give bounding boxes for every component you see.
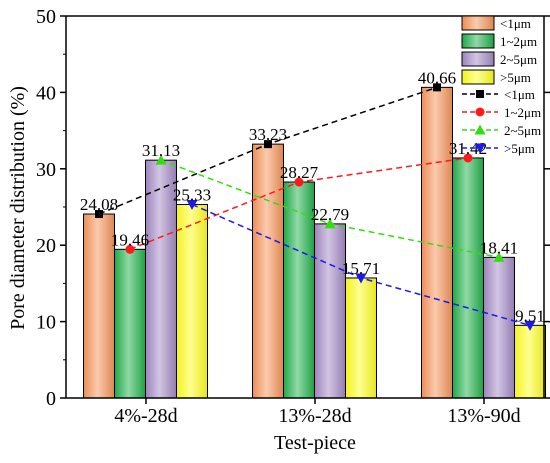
legend-swatch [461, 69, 495, 85]
data-label: 19.46 [111, 230, 149, 249]
bar [421, 86, 453, 399]
legend: <1μm 1~2μm 2~5μm >5μm <1μm 1~2μm 2~5μm >5μm [461, 15, 541, 156]
legend-swatch [461, 51, 495, 67]
point-marker [474, 124, 486, 135]
point-marker [475, 107, 485, 117]
legend-label: 2~5μm [500, 52, 537, 67]
bar [483, 256, 515, 399]
y-tick-label: 20 [36, 235, 56, 257]
data-label: 18.41 [480, 238, 518, 257]
point-marker [294, 177, 304, 187]
bar [345, 277, 377, 399]
bar [314, 223, 346, 399]
point-marker [95, 210, 103, 219]
y-axis-title: Pore diameter distribution (%) [7, 86, 29, 330]
data-labels-layer: 24.0833.2340.6619.4628.2731.4231.1322.79… [80, 68, 545, 325]
bar [176, 203, 208, 399]
point-marker [324, 218, 336, 229]
axes-layer: 0 10 20 30 40 50 4%-28d 13%-28d 13%-90d [36, 6, 550, 427]
y-tick-label: 10 [36, 312, 56, 334]
trend-lines-layer [95, 83, 536, 331]
point-marker [355, 273, 367, 284]
point-marker [476, 90, 484, 98]
point-marker [264, 140, 272, 149]
bar [452, 157, 484, 399]
data-label: 22.79 [311, 205, 349, 224]
point-marker [433, 83, 441, 92]
legend-swatch [461, 33, 495, 49]
data-label: 28.27 [280, 163, 319, 182]
y-tick-label: 50 [36, 6, 56, 28]
x-tick-label: 13%-90d [447, 405, 520, 427]
bar [514, 324, 546, 399]
data-label: 25.33 [173, 185, 211, 204]
data-label: 24.08 [80, 195, 118, 214]
x-tick-label: 13%-28d [278, 405, 351, 427]
data-label: 9.51 [515, 306, 545, 325]
point-marker [474, 143, 486, 154]
bar [145, 159, 177, 399]
x-tick-label: 4%-28d [114, 405, 177, 427]
data-label: 40.66 [418, 68, 456, 87]
y-tick-label: 30 [36, 159, 56, 181]
y-tick-label: 40 [36, 82, 56, 104]
data-label: 31.13 [142, 141, 180, 160]
legend-label: 1~2μm [504, 105, 541, 120]
legend-swatch [461, 15, 495, 31]
point-marker [493, 251, 505, 262]
data-label: 15.71 [342, 259, 380, 278]
point-marker [463, 153, 473, 163]
legend-label: 1~2μm [500, 34, 537, 49]
data-label: 33.23 [249, 125, 287, 144]
point-marker [524, 320, 536, 331]
point-marker [125, 244, 135, 254]
legend-label: >5μm [504, 141, 535, 156]
point-marker [155, 154, 167, 165]
legend-label: >5μm [500, 70, 531, 85]
x-axis-title: Test-piece [274, 432, 356, 454]
bar [252, 143, 284, 399]
bar [83, 213, 115, 399]
point-marker [186, 199, 198, 210]
legend-label: 2~5μm [504, 123, 541, 138]
y-tick-label: 0 [46, 388, 56, 410]
bar [283, 181, 315, 399]
legend-label: <1μm [500, 16, 531, 31]
bar [114, 248, 146, 399]
legend-label: <1μm [504, 87, 535, 102]
